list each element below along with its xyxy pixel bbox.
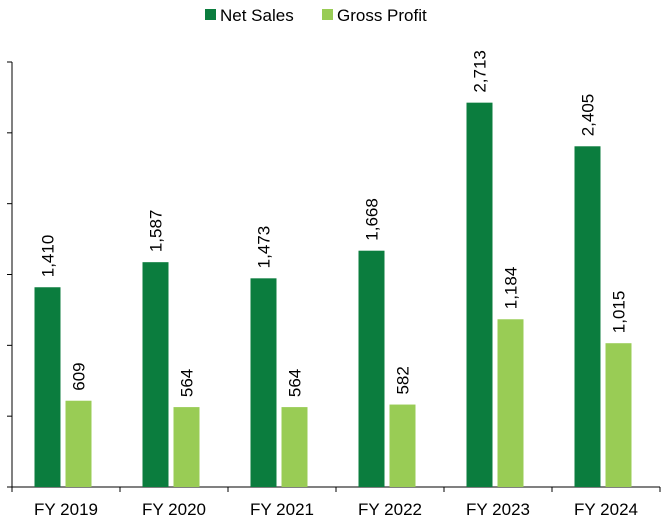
bar	[173, 407, 200, 487]
value-label: 2,405	[579, 94, 598, 137]
bar	[281, 407, 308, 487]
value-label: 1,184	[502, 267, 521, 310]
legend-label: Gross Profit	[337, 6, 427, 25]
legend-swatch	[205, 9, 216, 20]
value-label: 582	[394, 366, 413, 394]
legend-label: Net Sales	[220, 6, 294, 25]
value-label: 1,473	[255, 226, 274, 269]
value-label: 564	[178, 369, 197, 397]
bar	[605, 343, 632, 487]
bar	[250, 278, 277, 487]
bar	[34, 287, 61, 487]
bar	[466, 102, 493, 488]
bar	[389, 404, 416, 487]
legend-swatch	[322, 9, 333, 20]
bar	[574, 146, 601, 487]
bar	[65, 400, 92, 487]
x-tick-label: FY 2024	[574, 500, 638, 519]
bar	[497, 319, 524, 487]
x-tick-label: FY 2019	[34, 500, 98, 519]
value-label: 564	[286, 369, 305, 397]
x-tick-label: FY 2020	[142, 500, 206, 519]
x-tick-label: FY 2023	[466, 500, 530, 519]
value-label: 1,410	[39, 235, 58, 278]
bar	[358, 250, 385, 487]
value-label: 609	[70, 362, 89, 390]
value-label: 1,015	[610, 291, 629, 334]
bar	[142, 262, 169, 487]
x-tick-label: FY 2022	[358, 500, 422, 519]
value-label: 1,587	[147, 210, 166, 253]
value-label: 2,713	[471, 50, 490, 93]
x-tick-label: FY 2021	[250, 500, 314, 519]
value-label: 1,668	[363, 198, 382, 241]
